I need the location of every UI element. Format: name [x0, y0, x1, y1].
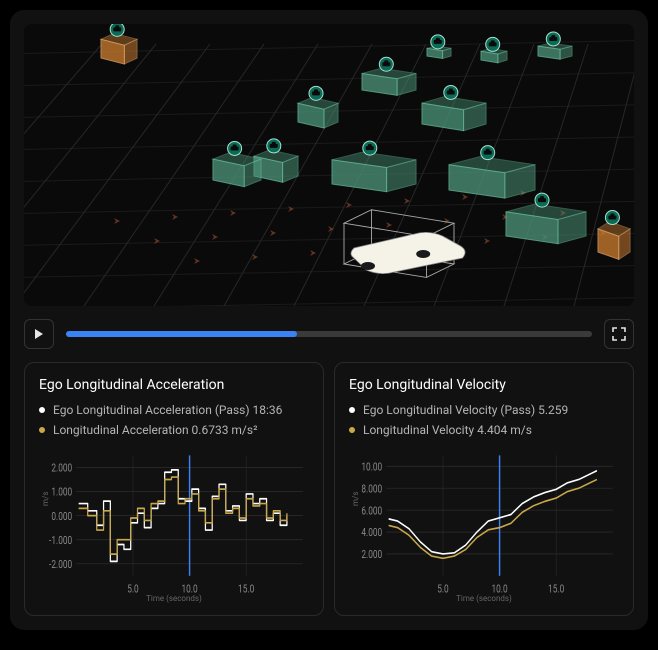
legend-item: Ego Longitudinal Acceleration (Pass) 18:… [39, 403, 309, 417]
progress-fill [66, 331, 297, 337]
legend-dot [39, 427, 45, 433]
chart-body: m/s 5.010.015.02.0004.0006.0008.00010.00… [349, 447, 619, 601]
chart-canvas: 5.010.015.02.0004.0006.0008.00010.00 [349, 447, 619, 601]
svg-text:2.000: 2.000 [51, 463, 72, 475]
legend-label: Longitudinal Acceleration 0.6733 m/s² [53, 423, 257, 437]
progress-bar[interactable] [66, 331, 592, 337]
svg-text:4.000: 4.000 [361, 527, 382, 539]
legend-item: Longitudinal Velocity 4.404 m/s [349, 423, 619, 437]
legend-dot [349, 427, 355, 433]
charts-row: Ego Longitudinal Acceleration Ego Longit… [24, 362, 634, 616]
play-icon [33, 328, 45, 340]
x-axis-label: Time (seconds) [39, 594, 309, 603]
legend-label: Longitudinal Velocity 4.404 m/s [363, 423, 532, 437]
sim-viewport[interactable] [24, 24, 634, 306]
legend-label: Ego Longitudinal Velocity (Pass) 5.259 [363, 403, 568, 417]
chart-canvas: 5.010.015.0-2.000-1.0000.0001.0002.000 [39, 447, 309, 601]
chart-legend: Ego Longitudinal Acceleration (Pass) 18:… [39, 403, 309, 437]
legend-dot [39, 407, 45, 413]
chart-legend: Ego Longitudinal Velocity (Pass) 5.259 L… [349, 403, 619, 437]
y-axis-label: m/s [351, 491, 360, 505]
legend-item: Ego Longitudinal Velocity (Pass) 5.259 [349, 403, 619, 417]
svg-text:-2.000: -2.000 [49, 559, 72, 571]
y-axis-label: m/s [41, 491, 50, 505]
playback-controls [24, 320, 634, 348]
chart-title: Ego Longitudinal Acceleration [39, 377, 309, 393]
svg-text:-1.000: -1.000 [49, 535, 72, 547]
legend-item: Longitudinal Acceleration 0.6733 m/s² [39, 423, 309, 437]
svg-text:8.000: 8.000 [361, 483, 382, 495]
svg-text:10.00: 10.00 [361, 461, 382, 473]
fullscreen-icon [612, 327, 626, 341]
chart-card-accel: Ego Longitudinal Acceleration Ego Longit… [24, 362, 324, 616]
fullscreen-button[interactable] [604, 319, 634, 349]
svg-text:6.000: 6.000 [361, 505, 382, 517]
svg-text:0.000: 0.000 [51, 511, 72, 523]
legend-label: Ego Longitudinal Acceleration (Pass) 18:… [53, 403, 282, 417]
scene-canvas [24, 24, 634, 306]
chart-body: m/s 5.010.015.0-2.000-1.0000.0001.0002.0… [39, 447, 309, 601]
x-axis-label: Time (seconds) [349, 594, 619, 603]
simulation-panel: Ego Longitudinal Acceleration Ego Longit… [10, 10, 648, 630]
legend-dot [349, 407, 355, 413]
chart-card-velocity: Ego Longitudinal Velocity Ego Longitudin… [334, 362, 634, 616]
svg-text:1.000: 1.000 [51, 487, 72, 499]
svg-text:2.000: 2.000 [361, 549, 382, 561]
chart-title: Ego Longitudinal Velocity [349, 377, 619, 393]
play-button[interactable] [24, 319, 54, 349]
